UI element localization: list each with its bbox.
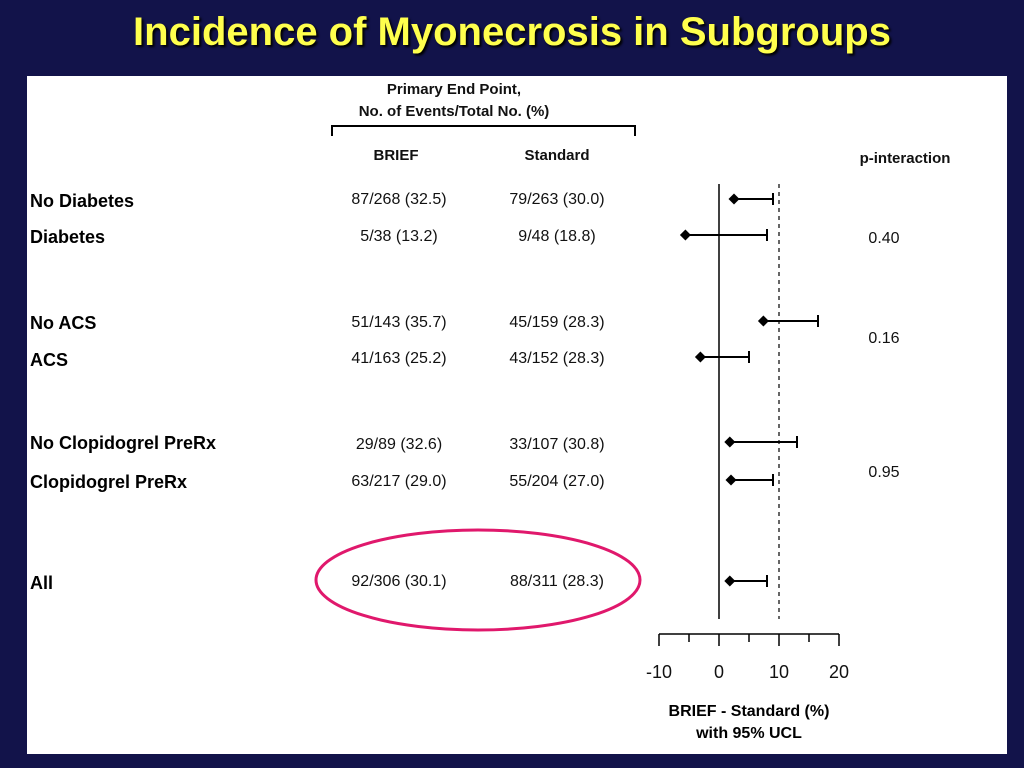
row-label: No Clopidogrel PreRx	[30, 433, 216, 453]
table-row: All 92/306 (30.1) 88/311 (28.3)	[30, 573, 604, 593]
content-panel: Primary End Point, No. of Events/Total N…	[27, 76, 1007, 754]
table-row: Diabetes 5/38 (13.2) 9/48 (18.8)	[30, 227, 596, 247]
brief-cell: 29/89 (32.6)	[356, 436, 442, 453]
series-markers	[679, 193, 819, 587]
table-row: No ACS 51/143 (35.7) 45/159 (28.3)	[30, 313, 605, 333]
col-header-brief: BRIEF	[374, 147, 419, 164]
p-value: 0.40	[868, 230, 899, 247]
table-row: No Diabetes 87/268 (32.5) 79/263 (30.0)	[30, 191, 605, 211]
row-label: No ACS	[30, 313, 96, 333]
point-marker	[694, 351, 706, 363]
table-row: Clopidogrel PreRx 63/217 (29.0) 55/204 (…	[30, 472, 605, 492]
brief-cell: 92/306 (30.1)	[351, 573, 446, 590]
group-header-line2: No. of Events/Total No. (%)	[359, 103, 550, 120]
point-marker	[757, 315, 769, 327]
row-label: No Diabetes	[30, 191, 134, 211]
point-marker	[724, 436, 736, 448]
brief-cell: 87/268 (32.5)	[351, 191, 446, 208]
point-marker	[679, 229, 691, 241]
standard-cell: 43/152 (28.3)	[509, 350, 604, 367]
x-axis	[658, 633, 840, 646]
table-row: No Clopidogrel PreRx 29/89 (32.6) 33/107…	[30, 433, 605, 453]
brief-cell: 5/38 (13.2)	[360, 228, 437, 245]
standard-cell: 9/48 (18.8)	[518, 228, 595, 245]
standard-cell: 88/311 (28.3)	[510, 573, 604, 590]
brief-cell: 63/217 (29.0)	[351, 473, 446, 490]
point-marker	[724, 575, 736, 587]
x-axis-label-line1: BRIEF - Standard (%)	[669, 703, 830, 720]
standard-cell: 33/107 (30.8)	[509, 436, 604, 453]
standard-cell: 79/263 (30.0)	[509, 191, 604, 208]
highlight-oval	[314, 528, 642, 632]
standard-cell: 45/159 (28.3)	[509, 314, 604, 331]
standard-cell: 55/204 (27.0)	[509, 473, 604, 490]
x-tick-label: 20	[829, 662, 849, 682]
col-header-standard: Standard	[524, 147, 589, 164]
point-marker	[725, 474, 737, 486]
group-bracket	[331, 125, 636, 136]
table-row: ACS 41/163 (25.2) 43/152 (28.3)	[30, 350, 605, 370]
brief-cell: 41/163 (25.2)	[351, 350, 446, 367]
x-tick-label: -10	[646, 662, 672, 682]
row-label: Clopidogrel PreRx	[30, 472, 187, 492]
brief-cell: 51/143 (35.7)	[351, 314, 446, 331]
x-axis-label-line2: with 95% UCL	[695, 725, 802, 742]
row-label: All	[30, 573, 53, 593]
group-header-line1: Primary End Point,	[387, 81, 521, 98]
p-value: 0.95	[868, 464, 899, 481]
slide-title: Incidence of Myonecrosis in Subgroups	[133, 10, 891, 54]
x-tick-label: 0	[714, 662, 724, 682]
col-header-p-interaction: p-interaction	[860, 150, 951, 167]
point-marker	[728, 193, 740, 205]
row-label: Diabetes	[30, 227, 105, 247]
row-label: ACS	[30, 350, 68, 370]
x-tick-label: 10	[769, 662, 789, 682]
forest-plot: Primary End Point, No. of Events/Total N…	[30, 81, 951, 742]
p-value: 0.16	[868, 330, 899, 347]
